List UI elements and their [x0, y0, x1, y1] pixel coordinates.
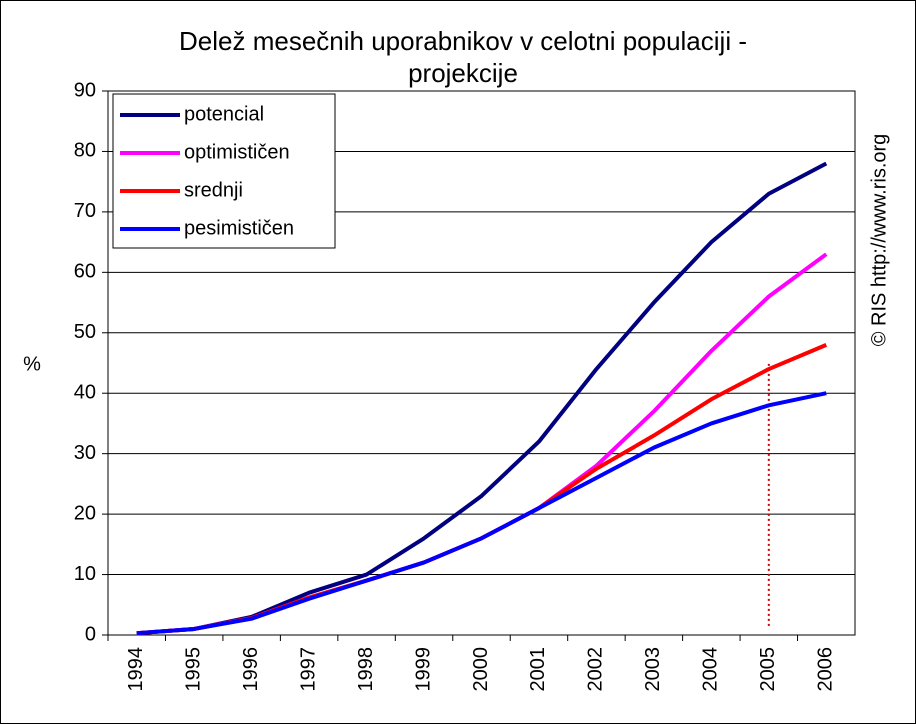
- chart-title: projekcije: [408, 58, 518, 88]
- y-axis-label: %: [23, 353, 41, 375]
- y-tick-label: 50: [74, 321, 96, 343]
- chart-title: Delež mesečnih uporabnikov v celotni pop…: [179, 26, 747, 56]
- x-tick-label: 1997: [297, 647, 319, 692]
- legend-label: potencial: [184, 103, 264, 125]
- x-tick-label: 2000: [470, 647, 492, 692]
- x-tick-label: 1995: [182, 647, 204, 692]
- x-tick-label: 1994: [125, 647, 147, 692]
- legend-label: srednji: [184, 179, 243, 201]
- x-tick-label: 2004: [700, 647, 722, 692]
- y-tick-label: 90: [74, 79, 96, 101]
- y-tick-label: 20: [74, 502, 96, 524]
- x-tick-label: 2005: [757, 647, 779, 692]
- x-tick-label: 2001: [527, 647, 549, 692]
- y-tick-label: 40: [74, 382, 96, 404]
- y-tick-label: 0: [85, 623, 96, 645]
- y-tick-label: 60: [74, 261, 96, 283]
- side-note: © RIS http://www.ris.org: [868, 134, 890, 347]
- y-tick-label: 10: [74, 563, 96, 585]
- x-tick-label: 1999: [412, 647, 434, 692]
- y-tick-label: 70: [74, 200, 96, 222]
- x-tick-label: 2006: [815, 647, 837, 692]
- series-line: [136, 391, 827, 636]
- x-tick-label: 2002: [585, 647, 607, 692]
- legend-label: pesimističen: [184, 217, 294, 239]
- x-tick-label: 1996: [240, 647, 262, 692]
- y-tick-label: 30: [74, 442, 96, 464]
- legend-label: optimističen: [184, 141, 290, 163]
- plot-border: [107, 90, 856, 636]
- x-tick-label: 1998: [355, 647, 377, 692]
- legend-box: [112, 93, 336, 249]
- y-tick-label: 80: [74, 140, 96, 162]
- x-tick-label: 2003: [642, 647, 664, 692]
